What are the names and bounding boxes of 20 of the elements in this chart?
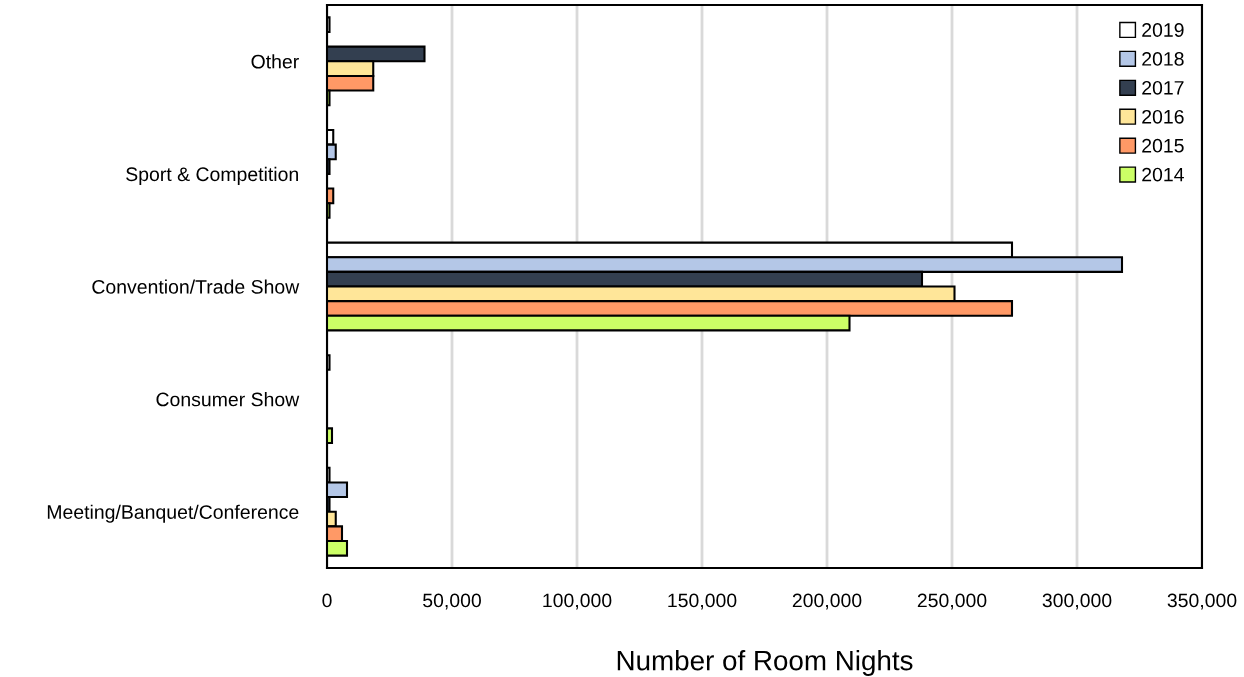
x-tick-label: 100,000 xyxy=(543,593,612,610)
legend-label: 2018 xyxy=(1142,52,1184,66)
y-tick-label: Convention/Trade Show xyxy=(92,279,300,294)
legend-label: 2019 xyxy=(1142,23,1184,37)
y-tick-label: Sport & Competition xyxy=(126,166,298,185)
x-tick-label: 300,000 xyxy=(1042,593,1112,610)
x-tick-label: 250,000 xyxy=(917,593,987,610)
x-tick-label: 350,000 xyxy=(1167,593,1237,610)
x-axis-title: Number of Room Nights xyxy=(617,650,913,676)
legend-label: 2017 xyxy=(1142,80,1184,95)
y-tick-label: Consumer Show xyxy=(156,392,300,407)
y-tick-label: Other xyxy=(251,54,299,69)
x-tick-label: 150,000 xyxy=(668,593,737,610)
y-tick-label: Meeting/Banquet/Conference xyxy=(47,504,299,523)
x-tick-label: 50,000 xyxy=(423,593,481,610)
x-tick-label: 200,000 xyxy=(792,593,862,610)
x-tick-label: 0 xyxy=(322,593,332,608)
legend-label: 2015 xyxy=(1142,138,1184,153)
legend-label: 2014 xyxy=(1142,167,1184,182)
legend-label: 2016 xyxy=(1142,109,1184,124)
